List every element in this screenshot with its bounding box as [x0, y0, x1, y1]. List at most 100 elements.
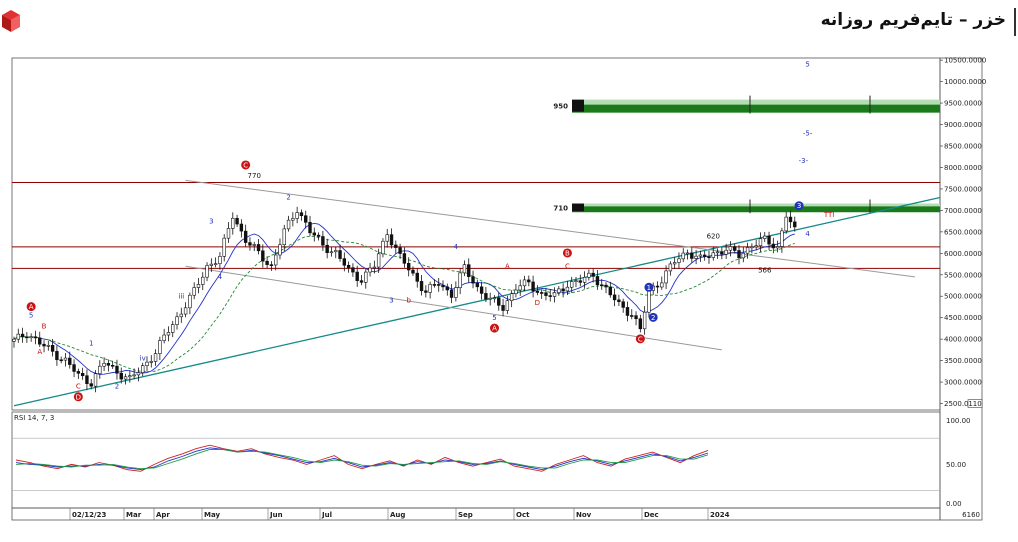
candle-body-32 — [149, 361, 153, 363]
candle-body-69 — [308, 222, 312, 234]
annotation-9: iii — [178, 292, 184, 300]
page-title: خزر – تایم‌فریم روزانه — [820, 10, 1006, 30]
annotation-13: 770 — [248, 172, 261, 180]
candle-body-34 — [158, 340, 162, 354]
candle-body-24 — [115, 365, 119, 374]
candle-body-59 — [265, 260, 269, 265]
annotation-12: C — [243, 161, 248, 169]
candle-body-138 — [604, 284, 608, 288]
candle-body-173 — [754, 245, 758, 248]
candle-body-136 — [595, 276, 600, 286]
price-tick-label-14: 3500.0000 — [944, 357, 982, 365]
scale-badge-box — [967, 399, 983, 408]
candle-body-123 — [539, 292, 544, 294]
annotation-22: B — [565, 249, 570, 257]
annotation-27: 620 — [707, 232, 720, 240]
candle-body-133 — [582, 277, 587, 283]
target-710-band — [572, 206, 940, 213]
price-tick-label-15: 3000.0000 — [944, 379, 982, 387]
candle-body-42 — [192, 287, 196, 296]
annotation-11: 4 — [218, 273, 223, 281]
candle-body-50 — [226, 228, 231, 239]
candle-body-171 — [745, 247, 750, 254]
candle-body-5 — [33, 336, 38, 339]
candle-body-55 — [248, 242, 252, 246]
candle-body-23 — [110, 364, 115, 367]
candle-body-40 — [183, 307, 188, 315]
candle-body-10 — [55, 351, 59, 361]
candle-body-151 — [660, 282, 664, 288]
candle-body-132 — [578, 280, 582, 283]
price-tick-label-8: 6500.0000 — [944, 228, 982, 236]
candle-body-2 — [20, 333, 25, 338]
time-tick-label-7: Sep — [458, 511, 473, 519]
candle-body-97 — [428, 284, 432, 293]
candle-body-152 — [664, 270, 668, 284]
annotation-15: 3 — [389, 297, 393, 305]
annotation-25: 2 — [651, 314, 655, 322]
candle-body-115 — [505, 300, 510, 311]
candle-body-175 — [763, 235, 767, 239]
candle-body-100 — [441, 285, 445, 288]
target-950-band — [572, 104, 940, 113]
candle-body-172 — [750, 246, 754, 249]
candle-body-170 — [741, 252, 746, 259]
candle-body-54 — [243, 230, 248, 243]
candle-body-176 — [767, 235, 771, 245]
candle-body-125 — [548, 295, 552, 297]
candle-body-43 — [196, 284, 201, 288]
candle-body-150 — [655, 285, 660, 288]
annotation-16: b — [406, 297, 411, 305]
candle-body-178 — [775, 246, 780, 249]
candle-body-65 — [291, 218, 295, 221]
candle-body-160 — [698, 254, 703, 257]
candle-body-182 — [793, 221, 797, 228]
candle-body-131 — [574, 280, 578, 283]
candle-body-77 — [342, 258, 347, 266]
candle-body-141 — [617, 299, 621, 302]
candle-body-137 — [600, 284, 604, 287]
candle-body-162 — [707, 256, 711, 259]
candle-body-76 — [338, 250, 342, 259]
candle-body-117 — [514, 289, 518, 295]
candle-body-95 — [419, 281, 424, 292]
candle-body-28 — [132, 374, 136, 377]
candle-body-21 — [102, 363, 106, 367]
candle-body-111 — [488, 297, 492, 300]
chart-frame — [11, 57, 983, 521]
candle-body-90 — [398, 247, 402, 254]
annotation-33: -5- — [803, 129, 813, 137]
candle-body-78 — [346, 264, 351, 268]
candle-body-169 — [737, 250, 741, 259]
annotation-18: 5 — [492, 314, 496, 322]
price-axis: 10500.0000 10000.0000 9500.0000 9000.0000 85… — [940, 57, 986, 408]
candle-body-118 — [518, 285, 522, 291]
last-value-label: 6160 — [962, 511, 980, 519]
candle-body-56 — [252, 244, 256, 246]
candle-body-119 — [522, 279, 527, 287]
annotation-28: 566 — [758, 267, 772, 275]
price-tick-label-3: 9000.0000 — [944, 121, 982, 129]
candle-body-67 — [299, 212, 304, 217]
target-710-marker — [572, 203, 584, 212]
candle-body-57 — [256, 244, 261, 252]
candle-body-60 — [269, 264, 274, 266]
price-tick-label-13: 4000.0000 — [944, 336, 982, 344]
time-axis-border — [11, 507, 941, 521]
candle-body-30 — [141, 365, 145, 373]
candle-body-14 — [72, 364, 76, 372]
price-tick-label-6: 7500.0000 — [944, 185, 982, 193]
candle-body-49 — [222, 237, 226, 257]
candle-body-103 — [454, 287, 458, 298]
candle-body-104 — [458, 272, 462, 288]
candle-body-126 — [552, 292, 557, 297]
candle-body-157 — [685, 252, 690, 255]
candle-body-146 — [638, 318, 643, 330]
annotation-circle-12 — [241, 160, 251, 170]
annotation-34: -3- — [799, 157, 809, 165]
channel-upper — [185, 179, 915, 278]
candle-body-94 — [415, 272, 419, 282]
candle-body-168 — [733, 246, 737, 251]
